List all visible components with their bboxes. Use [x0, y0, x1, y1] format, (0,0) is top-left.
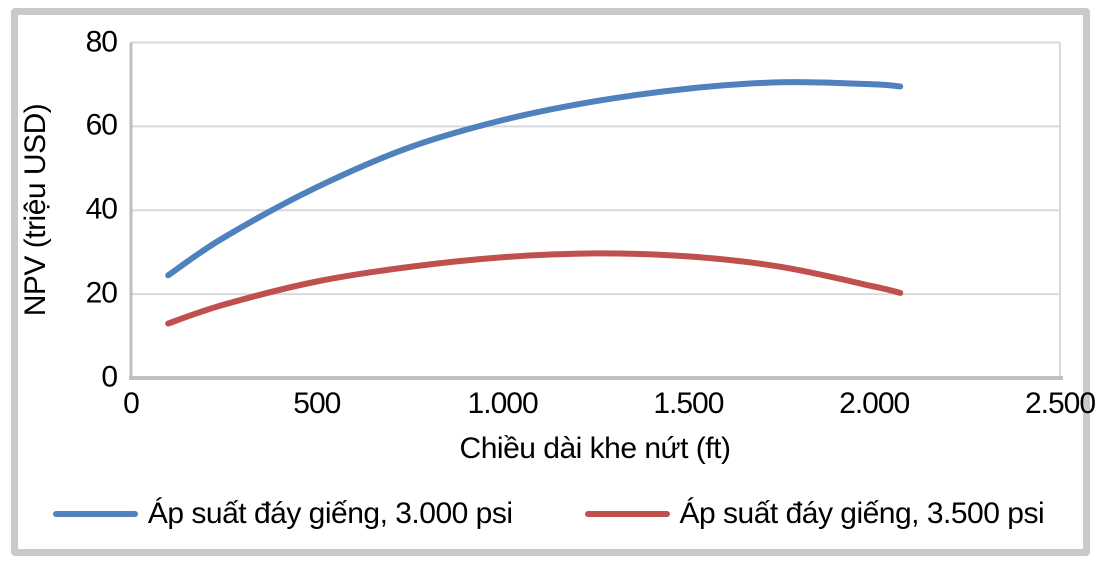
- x-axis-title: Chiều dài khe nứt (ft): [459, 432, 731, 465]
- legend-label-3500psi: Áp suất đáy giếng, 3.500 psi: [679, 497, 1045, 530]
- y-tick-0: 0: [101, 360, 118, 394]
- y-tick-40: 40: [85, 192, 118, 226]
- series-0-curve: [165, 79, 904, 279]
- series2-line-marker: [584, 510, 670, 517]
- chart-legend: Áp suất đáy giếng, 3.000 psi Áp suất đáy…: [0, 497, 1097, 530]
- x-tick-1.000: 1.000: [467, 387, 539, 420]
- series-1-curve: [165, 250, 904, 327]
- y-tick-60: 60: [85, 108, 118, 142]
- y-axis-title: NPV (triệu USD): [19, 103, 52, 317]
- x-tick-2.500: 2.500: [1024, 387, 1096, 420]
- x-tick-500: 500: [293, 387, 341, 420]
- legend-item-3000psi: Áp suất đáy giếng, 3.000 psi: [52, 497, 513, 530]
- x-tick-2.000: 2.000: [839, 387, 910, 420]
- y-tick-80: 80: [85, 24, 118, 58]
- x-tick-0: 0: [123, 387, 140, 420]
- y-tick-20: 20: [85, 276, 118, 310]
- series1-line-marker: [52, 510, 138, 517]
- legend-item-3500psi: Áp suất đáy giếng, 3.500 psi: [584, 497, 1045, 530]
- legend-label-3000psi: Áp suất đáy giếng, 3.000 psi: [147, 497, 513, 530]
- x-tick-1.500: 1.500: [653, 387, 724, 420]
- chart-area-border: [11, 8, 1090, 556]
